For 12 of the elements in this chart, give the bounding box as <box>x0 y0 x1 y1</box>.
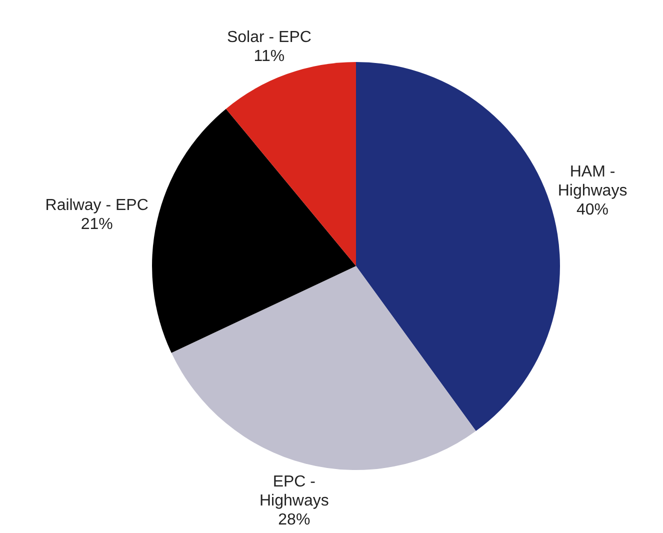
slice-label: HAM - Highways <box>558 164 628 200</box>
slice-label: Railway - EPC <box>45 197 148 214</box>
slice-label: Solar - EPC <box>226 28 312 46</box>
data-label: 28% <box>278 511 310 528</box>
data-label: 40% <box>576 202 609 219</box>
data-label: 21% <box>80 216 113 234</box>
data-label: 11% <box>254 48 285 65</box>
pie-slice <box>171 266 476 470</box>
slice-label: EPC - Highways <box>259 473 329 510</box>
pie-slice <box>226 62 356 266</box>
pie-slice <box>152 108 356 353</box>
pie-slice <box>356 62 560 432</box>
